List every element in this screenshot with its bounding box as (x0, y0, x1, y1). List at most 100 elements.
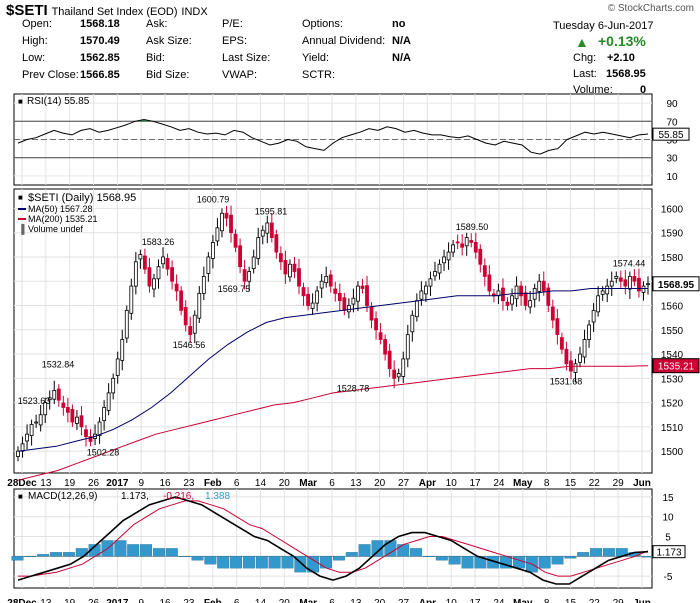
candle-body (587, 324, 591, 340)
candle-body (428, 278, 433, 287)
x-tick-label: 26 (88, 478, 100, 489)
candle-body (206, 256, 211, 274)
candle-body (242, 269, 247, 282)
candle-body (310, 302, 315, 309)
candle-body (437, 263, 442, 274)
legend-swatch: ▐ (18, 223, 25, 235)
candle-body (387, 350, 392, 370)
candle-body (306, 293, 310, 306)
price-legend-title: $SETI (Daily) 1568.95 (28, 192, 136, 204)
pct-change: +0.13% (598, 33, 646, 49)
x-tick-label: 2017 (106, 478, 129, 489)
candle-body (618, 277, 623, 282)
y-tick-label: 1510 (661, 423, 684, 434)
x-tick-label: 28Dec (7, 598, 37, 603)
x-tick-label: May (513, 598, 533, 603)
macd-histogram-bar (435, 556, 448, 561)
candle-body (591, 309, 596, 323)
candle-body (247, 271, 252, 282)
candle-body (627, 275, 632, 290)
candle-body (34, 421, 39, 424)
price-annotation: 1583.26 (142, 237, 175, 247)
candle-body (111, 377, 116, 394)
macd-histogram-bar (384, 540, 397, 557)
quote-panel: Open: 1568.18 High: 1570.49 Low: 1562.85 Prev … (0, 17, 700, 96)
x-tick-label: 22 (589, 598, 601, 603)
x-tick-label: 14 (255, 478, 267, 489)
quote-value: N/A (392, 35, 411, 47)
x-tick-label: 14 (255, 598, 267, 603)
index-name: Thailand Set Index (EOD) (51, 6, 178, 18)
candle-body (120, 339, 125, 361)
candle-body (52, 390, 57, 400)
value-tag (652, 276, 700, 292)
candle-body (559, 337, 564, 350)
candle-body (401, 358, 406, 377)
quote-label: Yield: (302, 52, 330, 64)
x-tick-label: May (513, 478, 533, 489)
candle-body (278, 253, 283, 263)
candle-body (238, 245, 242, 268)
candle-body (161, 256, 165, 265)
y-tick-label: -5 (664, 572, 673, 583)
macd-line (17, 496, 649, 585)
price-annotation: 1600.79 (197, 195, 230, 205)
candle-body (129, 285, 134, 314)
macd-histogram-bar (474, 556, 487, 569)
macd-histogram-bar (204, 556, 217, 565)
candle-body (319, 280, 324, 289)
quote-label: Ask: (146, 18, 168, 30)
macd-histogram-bar (564, 556, 577, 559)
macd-histogram-bar (641, 556, 654, 558)
macd-histogram-bar (24, 556, 37, 557)
candle-body (433, 271, 437, 277)
candle-body (84, 429, 88, 437)
price-annotation: 1546.56 (173, 340, 206, 350)
candle-body (256, 237, 261, 259)
chart-title: $SETI Thailand Set Index (EOD) INDX (6, 2, 208, 19)
candle-body (473, 242, 478, 253)
macd-histogram-bar (332, 556, 345, 561)
quote-date: Tuesday 6-Jun-2017 (553, 20, 654, 32)
candle-body (482, 265, 487, 277)
quote-label: Last Size: (222, 52, 271, 64)
legend-label: RSI(14) 55.85 (27, 96, 90, 107)
macd-histogram-bar (602, 548, 615, 557)
y-tick-label: 1580 (661, 253, 684, 264)
price-annotation: 1589.50 (456, 222, 489, 232)
candle-body (220, 212, 224, 232)
candle-body (537, 280, 542, 292)
candle-body (38, 414, 43, 426)
macd-histogram-bar (422, 556, 435, 557)
candle-body (70, 409, 75, 423)
macd-histogram-bar (281, 556, 294, 569)
ma50-line (17, 288, 648, 452)
candle-body (446, 251, 451, 261)
candle-body (43, 402, 48, 416)
candle-body (292, 263, 297, 272)
candle-body (596, 295, 601, 313)
candle-body (641, 285, 646, 293)
macd-histogram-bar (358, 544, 371, 557)
candle-body (514, 285, 519, 300)
candle-body (451, 244, 456, 253)
candle-body (251, 256, 256, 270)
candle-body (16, 450, 20, 457)
quote-label: Low: (22, 52, 46, 64)
y-tick-label: 1520 (661, 399, 684, 410)
candle-body (637, 277, 641, 292)
candle-body (192, 314, 197, 334)
price-annotation: 1595.81 (255, 207, 288, 217)
macd-histogram-bar (127, 544, 140, 557)
quote-label: Chg: (573, 52, 597, 64)
candle-body (578, 353, 582, 363)
macd-histogram-bar (62, 552, 75, 557)
quote-label: Volume: (573, 84, 613, 96)
x-tick-label: 13 (40, 478, 52, 489)
y-tick-label: 10 (666, 172, 678, 183)
candle-body (383, 339, 388, 355)
candle-body (174, 283, 179, 292)
candle-body (646, 283, 650, 286)
candle-body (333, 288, 338, 294)
